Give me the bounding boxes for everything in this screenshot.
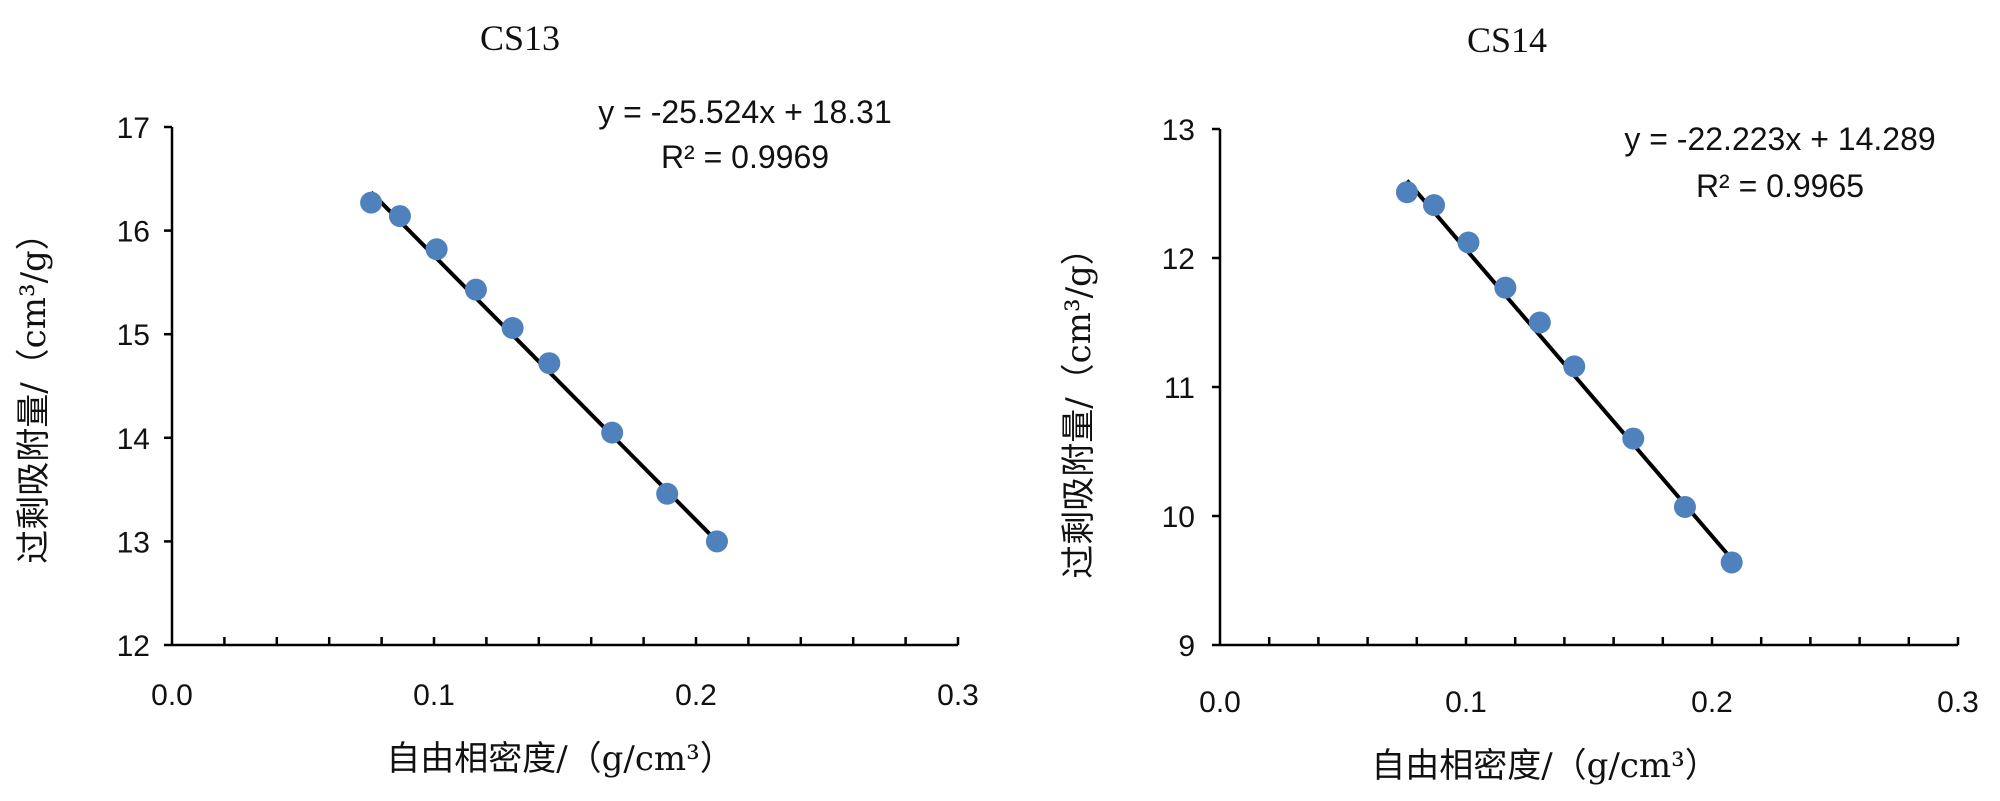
data-point [1563,355,1586,378]
tick-labels: 9 10 11 12 13 0.0 0.1 0.2 0.3 [1162,114,1979,719]
data-point [1457,231,1480,254]
data-point [1673,495,1696,518]
data-point [1622,427,1645,450]
r-squared-label: R² = 0.9969 [661,139,829,175]
axes [164,125,960,647]
x-tick-label: 0.2 [1691,686,1733,719]
y-tick-label: 11 [1164,372,1195,405]
data-point [656,482,679,505]
data-point [1395,181,1418,204]
x-tick-label: 0.0 [1199,686,1241,719]
axes [1212,127,1960,647]
r-squared-label: R² = 0.9965 [1696,168,1864,204]
x-axis-label: 自由相密度/（g/cm³） [1371,746,1719,786]
data-point [1423,194,1446,217]
x-tick-label: 0.3 [937,679,979,712]
chart-cs13: CS13 12 13 14 15 16 17 0.0 0.1 0.2 0.3 y = -25.52… [14,18,979,779]
chart-title: CS14 [1467,20,1547,60]
data-point [501,316,524,339]
y-tick-label: 10 [1162,501,1195,534]
data-point [425,238,448,261]
x-tick-label: 0.2 [675,679,717,712]
y-tick-label: 17 [117,112,150,145]
trendline-equation: y = -25.524x + 18.31 [598,94,892,130]
x-tick-label: 0.1 [413,679,455,712]
y-tick-label: 15 [117,319,150,352]
trendline-equation: y = -22.223x + 14.289 [1624,121,1935,157]
y-tick-label: 14 [117,423,150,456]
data-point [538,352,561,375]
chart-title: CS13 [480,18,560,58]
data-point [388,205,411,228]
data-point [601,421,624,444]
y-tick-label: 16 [117,216,150,249]
y-tick-label: 9 [1178,630,1195,663]
data-point [464,278,487,301]
y-tick-label: 13 [117,526,150,559]
y-tick-label: 13 [1162,114,1195,147]
y-tick-label: 12 [117,630,150,663]
data-point [360,191,383,214]
data-points [360,191,728,553]
data-point [1494,276,1517,299]
x-tick-label: 0.1 [1445,686,1487,719]
y-axis-label: 过剩吸附量/（cm³/g） [1059,231,1099,579]
chart-cs14: CS14 9 10 11 12 13 0.0 0.1 0.2 0.3 y = -22.223x … [1059,20,1979,786]
data-point [1720,551,1743,574]
x-tick-label: 0.0 [151,679,193,712]
data-point [1528,311,1551,334]
data-point [705,530,728,553]
y-tick-label: 12 [1162,243,1195,276]
tick-labels: 12 13 14 15 16 17 0.0 0.1 0.2 0.3 [117,112,979,712]
data-points [1395,181,1743,574]
y-axis-label: 过剩吸附量/（cm³/g） [14,216,54,564]
x-tick-label: 0.3 [1937,686,1979,719]
x-axis-label: 自由相密度/（g/cm³） [386,739,734,779]
